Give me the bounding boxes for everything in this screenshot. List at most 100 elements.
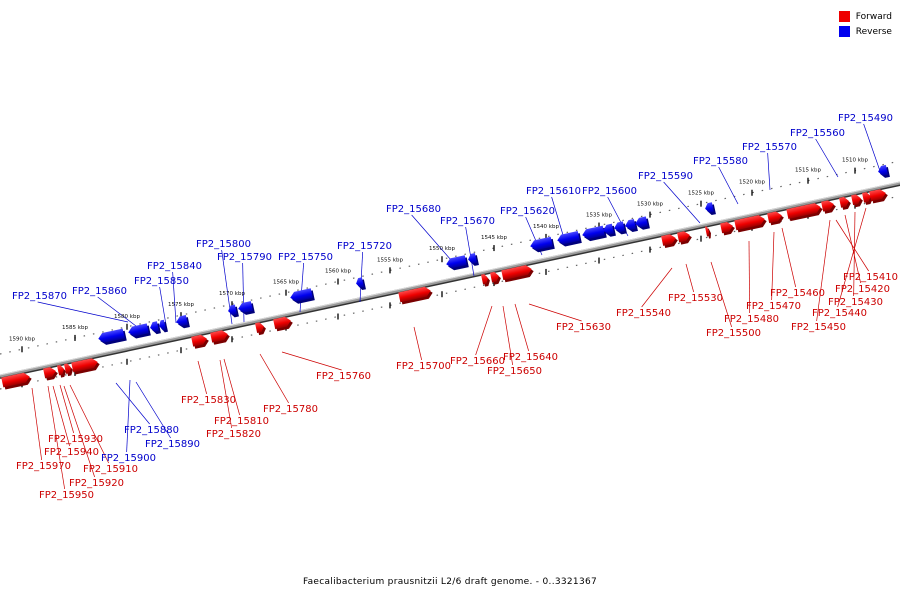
- forward-gene-label[interactable]: FP2_15930: [48, 434, 103, 445]
- leader-line: [299, 262, 304, 313]
- reverse-gene-label[interactable]: FP2_15850: [134, 276, 189, 287]
- forward-gene-label[interactable]: FP2_15760: [316, 371, 371, 382]
- forward-gene-label[interactable]: FP2_15470: [746, 301, 801, 312]
- tick-label: 1545 kbp: [481, 235, 507, 241]
- forward-gene-arrow[interactable]: [786, 202, 823, 222]
- reverse-gene-label[interactable]: FP2_15580: [693, 156, 748, 167]
- forward-gene-label[interactable]: FP2_15420: [835, 284, 890, 295]
- reverse-gene-arrow[interactable]: [237, 301, 255, 316]
- reverse-gene-arrow[interactable]: [529, 236, 555, 253]
- forward-gene-arrow[interactable]: [481, 273, 491, 287]
- forward-gene-arrow[interactable]: [851, 193, 864, 208]
- reverse-gene-label[interactable]: FP2_15790: [217, 252, 272, 263]
- forward-gene-arrow[interactable]: [64, 363, 74, 377]
- forward-gene-label[interactable]: FP2_15460: [770, 288, 825, 299]
- forward-gene-label[interactable]: FP2_15700: [396, 361, 451, 372]
- reverse-gene-arrow[interactable]: [602, 223, 616, 238]
- reverse-gene-label[interactable]: FP2_15750: [278, 252, 333, 263]
- reverse-gene-arrow[interactable]: [127, 323, 151, 340]
- reverse-gene-label[interactable]: FP2_15680: [386, 204, 441, 215]
- forward-gene-arrow[interactable]: [43, 366, 59, 381]
- reverse-gene-arrow[interactable]: [556, 231, 582, 248]
- forward-gene-arrow[interactable]: [57, 364, 67, 378]
- reverse-gene-arrow[interactable]: [581, 225, 607, 242]
- reverse-gene-label[interactable]: FP2_15800: [196, 239, 251, 250]
- forward-gene-label[interactable]: FP2_15630: [556, 322, 611, 333]
- reverse-gene-label[interactable]: FP2_15570: [742, 142, 797, 153]
- forward-gene-arrow[interactable]: [1, 371, 32, 390]
- reverse-gene-arrow[interactable]: [289, 288, 315, 305]
- forward-gene-label[interactable]: FP2_15780: [263, 404, 318, 415]
- forward-gene-arrow[interactable]: [704, 226, 712, 239]
- reverse-gene-label[interactable]: FP2_15860: [72, 286, 127, 297]
- forward-gene-label[interactable]: FP2_15650: [487, 366, 542, 377]
- forward-gene-arrow[interactable]: [398, 285, 433, 305]
- leader-line: [502, 305, 513, 366]
- reverse-gene-arrow[interactable]: [877, 164, 890, 179]
- forward-gene-arrow[interactable]: [661, 233, 679, 249]
- forward-gene-label[interactable]: FP2_15920: [69, 478, 124, 489]
- reverse-gene-arrow[interactable]: [445, 255, 469, 272]
- reverse-gene-arrow[interactable]: [175, 315, 190, 330]
- forward-gene-arrow[interactable]: [191, 333, 210, 349]
- reverse-gene-label[interactable]: FP2_15600: [582, 186, 637, 197]
- forward-gene-label[interactable]: FP2_15500: [706, 328, 761, 339]
- forward-gene-arrow[interactable]: [869, 188, 889, 204]
- reverse-gene-label[interactable]: FP2_15670: [440, 216, 495, 227]
- forward-gene-label[interactable]: FP2_15970: [16, 461, 71, 472]
- reverse-gene-arrow[interactable]: [704, 202, 716, 216]
- leader-line: [59, 384, 74, 434]
- reverse-gene-label[interactable]: FP2_15840: [147, 261, 202, 272]
- forward-gene-label[interactable]: FP2_15480: [724, 314, 779, 325]
- forward-gene-arrow[interactable]: [821, 199, 837, 214]
- reverse-gene-label[interactable]: FP2_15890: [145, 439, 200, 450]
- forward-gene-label[interactable]: FP2_15660: [450, 356, 505, 367]
- reverse-gene-label[interactable]: FP2_15880: [124, 425, 179, 436]
- forward-gene-label[interactable]: FP2_15820: [206, 429, 261, 440]
- reverse-gene-label[interactable]: FP2_15900: [101, 453, 156, 464]
- forward-gene-arrow[interactable]: [255, 321, 267, 336]
- reverse-gene-arrow[interactable]: [227, 304, 239, 318]
- forward-gene-arrow[interactable]: [734, 214, 767, 233]
- reverse-gene-label[interactable]: FP2_15870: [12, 291, 67, 302]
- reverse-gene-label[interactable]: FP2_15620: [500, 206, 555, 217]
- reverse-gene-arrow[interactable]: [634, 216, 650, 231]
- forward-gene-arrow[interactable]: [839, 196, 852, 210]
- forward-gene-label[interactable]: FP2_15950: [39, 490, 94, 501]
- track-guides: [0, 160, 900, 390]
- forward-gene-label[interactable]: FP2_15940: [44, 447, 99, 458]
- forward-gene-label[interactable]: FP2_15830: [181, 395, 236, 406]
- reverse-gene-arrow[interactable]: [613, 221, 627, 236]
- forward-gene-arrow[interactable]: [720, 221, 736, 236]
- forward-gene-label[interactable]: FP2_15430: [828, 297, 883, 308]
- forward-gene-arrow[interactable]: [501, 264, 534, 283]
- reverse-gene-label[interactable]: FP2_15590: [638, 171, 693, 182]
- forward-gene-label[interactable]: FP2_15530: [668, 293, 723, 304]
- reverse-gene-arrow[interactable]: [355, 277, 366, 291]
- forward-gene-label[interactable]: FP2_15440: [812, 308, 867, 319]
- forward-gene-arrow[interactable]: [677, 230, 693, 245]
- forward-gene-label[interactable]: FP2_15810: [214, 416, 269, 427]
- forward-gene-arrow[interactable]: [210, 329, 231, 345]
- forward-gene-label[interactable]: FP2_15410: [843, 272, 898, 283]
- tick-label: 1555 kbp: [377, 257, 403, 263]
- forward-gene-label[interactable]: FP2_15450: [791, 322, 846, 333]
- forward-gene-label[interactable]: FP2_15910: [83, 464, 138, 475]
- reverse-gene-arrow[interactable]: [467, 253, 479, 267]
- reverse-gene-arrow[interactable]: [158, 319, 168, 333]
- forward-gene-arrow[interactable]: [767, 210, 785, 226]
- reverse-gene-label[interactable]: FP2_15610: [526, 186, 581, 197]
- reverse-gene-arrow[interactable]: [97, 328, 127, 346]
- reverse-gene-label[interactable]: FP2_15720: [337, 241, 392, 252]
- forward-gene-arrow[interactable]: [71, 357, 101, 375]
- reverse-gene-label[interactable]: FP2_15560: [790, 128, 845, 139]
- tick-label: 1530 kbp: [637, 202, 663, 208]
- forward-gene-arrow[interactable]: [273, 315, 294, 332]
- forward-gene-arrow[interactable]: [490, 271, 502, 285]
- leader-line: [219, 359, 232, 429]
- forward-gene-label[interactable]: FP2_15540: [616, 308, 671, 319]
- leader-line: [718, 166, 739, 205]
- forward-gene-label[interactable]: FP2_15640: [503, 352, 558, 363]
- reverse-gene-label[interactable]: FP2_15490: [838, 113, 893, 124]
- reverse-gene-arrow[interactable]: [149, 321, 161, 335]
